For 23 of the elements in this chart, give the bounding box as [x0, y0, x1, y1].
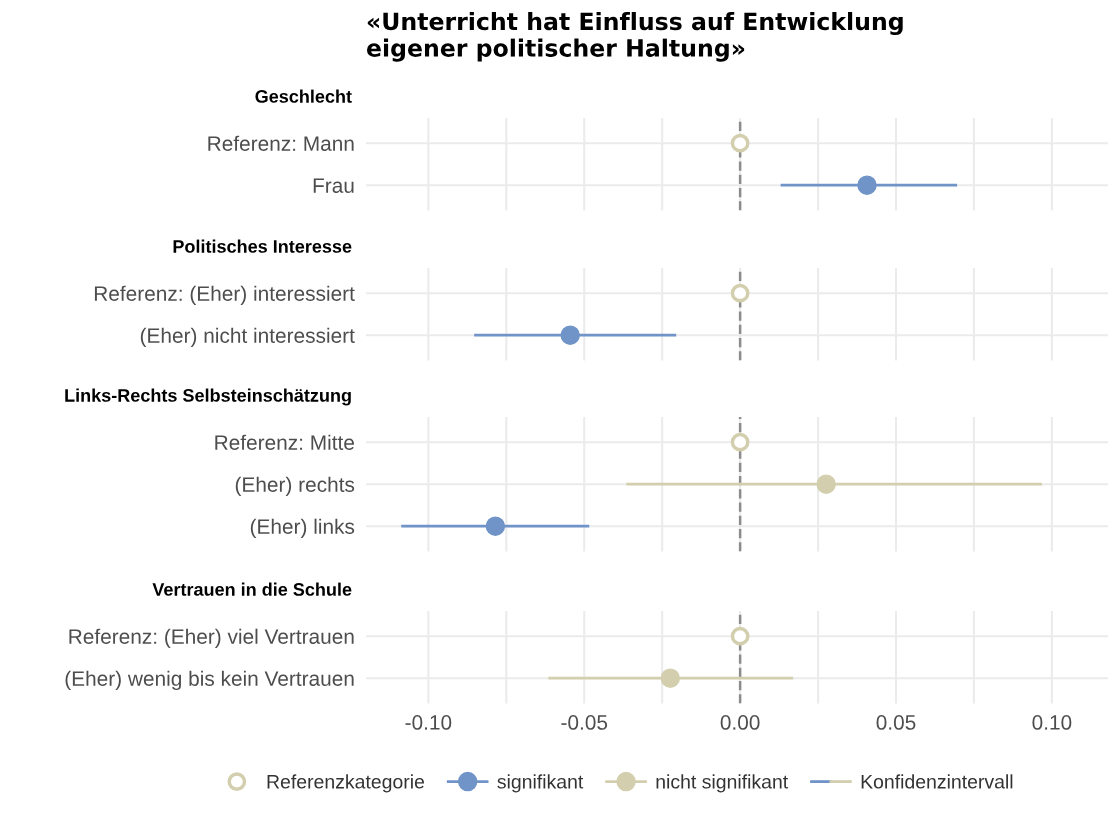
y-tick-label: Frau [313, 178, 354, 193]
y-tick-label: (Eher) nicht interessiert [140, 327, 355, 348]
y-tick-label: (Eher) wenig bis kein Vertrauen [65, 670, 354, 691]
legend-label: nicht signifikant [656, 774, 789, 793]
x-tick-label: -0.10 [405, 715, 452, 730]
y-tick-label: Referenz: Mann [208, 135, 354, 151]
x-tick-label: -0.05 [561, 715, 608, 730]
y-tick-label: (Eher) links [250, 518, 355, 539]
y-tick-label: (Eher) rechts [235, 476, 355, 497]
legend-label: signifikant [497, 774, 584, 793]
x-tick-label: 0.00 [720, 715, 760, 730]
text: Konfidenzintervall [861, 774, 1013, 789]
chart-title: «Unterricht hat Einfluss auf Entwicklung eigener politischer Haltung» [366, 12, 903, 62]
y-tick-label: Referenz: (Eher) interessiert [94, 285, 355, 306]
legend-label: Referenzkategorie [267, 774, 425, 793]
y-tick-label: Referenz: Mitte [215, 434, 354, 450]
chart-subtitle: Geschlecht [255, 89, 352, 103]
text: Links-Rechts Selbsteinschätzung [65, 388, 351, 406]
y-tick-label: Referenz: (Eher) viel Vertrauen [69, 628, 354, 649]
x-tick-label: 0.05 [876, 715, 916, 730]
chart-subtitle: Politisches Interesse [173, 239, 352, 253]
x-tick-label: 0.10 [1032, 715, 1072, 730]
chart-subtitle: Vertrauen in die Schule [152, 582, 352, 596]
